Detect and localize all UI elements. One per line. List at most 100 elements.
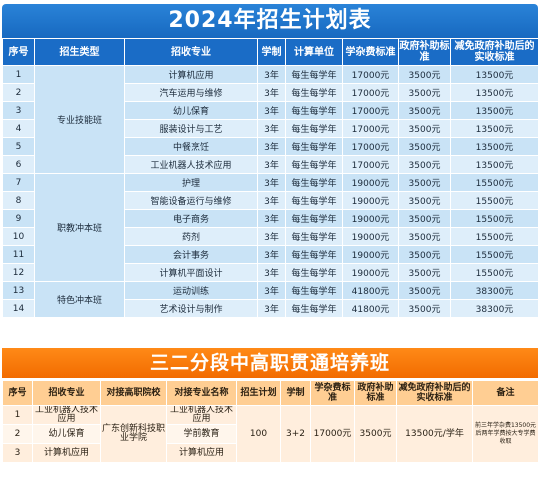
major-name: 护理 <box>124 173 258 192</box>
government-subsidy: 3500元 <box>398 119 451 138</box>
duration: 3年 <box>257 263 286 282</box>
target-major-name: 学前教育 <box>166 424 237 444</box>
tuition-fee: 19000元 <box>342 209 399 228</box>
duration: 3+2 <box>280 405 311 463</box>
table-row: 14 艺术设计与制作 3年 每生每学年 41800元 3500元 38300元 <box>2 299 539 318</box>
table-row: 2 幼儿保育 学前教育 <box>2 424 539 444</box>
tuition-fee: 17000元 <box>342 83 399 102</box>
government-subsidy: 3500元 <box>398 263 451 282</box>
government-subsidy: 3500元 <box>398 209 451 228</box>
row-number: 3 <box>2 443 33 463</box>
enrollment-type: 专业技能班 <box>34 65 125 174</box>
duration: 3年 <box>257 155 286 174</box>
government-subsidy: 3500元 <box>398 101 451 120</box>
col-header: 学制 <box>257 38 286 66</box>
government-subsidy: 3500元 <box>398 299 451 318</box>
major-name: 计算机平面设计 <box>124 263 258 282</box>
col-header: 备注 <box>472 380 539 406</box>
net-fee: 15500元 <box>450 173 539 192</box>
tuition-fee: 17000元 <box>342 65 399 84</box>
net-fee: 15500元 <box>450 245 539 264</box>
major-name: 艺术设计与制作 <box>124 299 258 318</box>
table-row: 10 药剂 3年 每生每学年 19000元 3500元 15500元 <box>2 227 539 246</box>
col-header: 减免政府补助后的实收标准 <box>450 38 539 66</box>
tuition-fee: 17000元 <box>310 405 355 463</box>
enrollment-plan-table: 序号 招生类型 招收专业 学制 计算单位 学杂费标准 政府补助标准 减免政府补助… <box>2 38 539 318</box>
government-subsidy: 3500元 <box>398 155 451 174</box>
major-name: 汽车运用与维修 <box>124 83 258 102</box>
major-name: 幼儿保育 <box>124 101 258 120</box>
row-number: 4 <box>2 119 35 138</box>
target-major-name: 计算机应用 <box>166 443 237 463</box>
enrollment-type: 特色冲本班 <box>34 281 125 318</box>
billing-unit: 每生每学年 <box>285 209 343 228</box>
tuition-fee: 19000元 <box>342 263 399 282</box>
row-number: 14 <box>2 299 35 318</box>
remark: 前三年学杂费13500元后两年学费按大专学费收取 <box>472 405 539 463</box>
table-row: 7 职教冲本班 护理 3年 每生每学年 19000元 3500元 15500元 <box>2 173 539 282</box>
row-number: 2 <box>2 83 35 102</box>
table-row: 6 工业机器人技术应用 3年 每生每学年 17000元 3500元 13500元 <box>2 155 539 174</box>
tuition-fee: 19000元 <box>342 227 399 246</box>
duration: 3年 <box>257 65 286 84</box>
table-row: 3 计算机应用 计算机应用 <box>2 443 539 463</box>
net-fee: 13500元 <box>450 119 539 138</box>
billing-unit: 每生每学年 <box>285 227 343 246</box>
government-subsidy: 3500元 <box>398 83 451 102</box>
row-number: 5 <box>2 137 35 156</box>
table2-header-row: 序号 招收专业 对接高职院校 对接专业名称 招生计划 学制 学杂费标准 政府补助… <box>2 380 539 406</box>
table2-body: 1 工业机器人技术应用 广东创新科技职业学院 工业机器人技术应用 100 3+2 17000… <box>2 405 539 463</box>
major-name: 服装设计与工艺 <box>124 119 258 138</box>
col-header: 招生计划 <box>236 380 281 406</box>
row-number: 1 <box>2 65 35 84</box>
billing-unit: 每生每学年 <box>285 83 343 102</box>
billing-unit: 每生每学年 <box>285 191 343 210</box>
row-number: 8 <box>2 191 35 210</box>
billing-unit: 每生每学年 <box>285 65 343 84</box>
tuition-fee: 19000元 <box>342 191 399 210</box>
major-name: 中餐烹饪 <box>124 137 258 156</box>
billing-unit: 每生每学年 <box>285 101 343 120</box>
net-fee: 15500元 <box>450 227 539 246</box>
col-header: 序号 <box>2 380 33 406</box>
government-subsidy: 3500元 <box>398 173 451 192</box>
row-number: 7 <box>2 173 35 192</box>
billing-unit: 每生每学年 <box>285 281 343 300</box>
duration: 3年 <box>257 299 286 318</box>
table-row: 5 中餐烹饪 3年 每生每学年 17000元 3500元 13500元 <box>2 137 539 156</box>
net-fee: 15500元 <box>450 209 539 228</box>
duration: 3年 <box>257 119 286 138</box>
duration: 3年 <box>257 227 286 246</box>
tuition-fee: 17000元 <box>342 101 399 120</box>
major-name: 电子商务 <box>124 209 258 228</box>
tuition-fee: 17000元 <box>342 155 399 174</box>
duration: 3年 <box>257 209 286 228</box>
col-header: 政府补助标准 <box>398 38 451 66</box>
col-header: 招生类型 <box>34 38 125 66</box>
billing-unit: 每生每学年 <box>285 263 343 282</box>
table-row: 4 服装设计与工艺 3年 每生每学年 17000元 3500元 13500元 <box>2 119 539 138</box>
col-header: 对接高职院校 <box>100 380 167 406</box>
row-number: 2 <box>2 424 33 444</box>
government-subsidy: 3500元 <box>398 65 451 84</box>
government-subsidy: 3500元 <box>398 245 451 264</box>
row-number: 9 <box>2 209 35 228</box>
pathway-program-table: 序号 招收专业 对接高职院校 对接专业名称 招生计划 学制 学杂费标准 政府补助… <box>2 380 539 463</box>
government-subsidy: 3500元 <box>398 137 451 156</box>
duration: 3年 <box>257 191 286 210</box>
tuition-fee: 41800元 <box>342 299 399 318</box>
government-subsidy: 3500元 <box>398 281 451 300</box>
tuition-fee: 19000元 <box>342 245 399 264</box>
row-number: 6 <box>2 155 35 174</box>
government-subsidy: 3500元 <box>354 405 397 463</box>
row-number: 1 <box>2 405 33 425</box>
col-header: 招收专业 <box>124 38 258 66</box>
table2-title: 三二分段中高职贯通培养班 <box>2 348 538 378</box>
billing-unit: 每生每学年 <box>285 155 343 174</box>
col-header: 序号 <box>2 38 35 66</box>
major-name: 幼儿保育 <box>32 424 101 444</box>
duration: 3年 <box>257 83 286 102</box>
major-name: 药剂 <box>124 227 258 246</box>
net-fee: 15500元 <box>450 191 539 210</box>
